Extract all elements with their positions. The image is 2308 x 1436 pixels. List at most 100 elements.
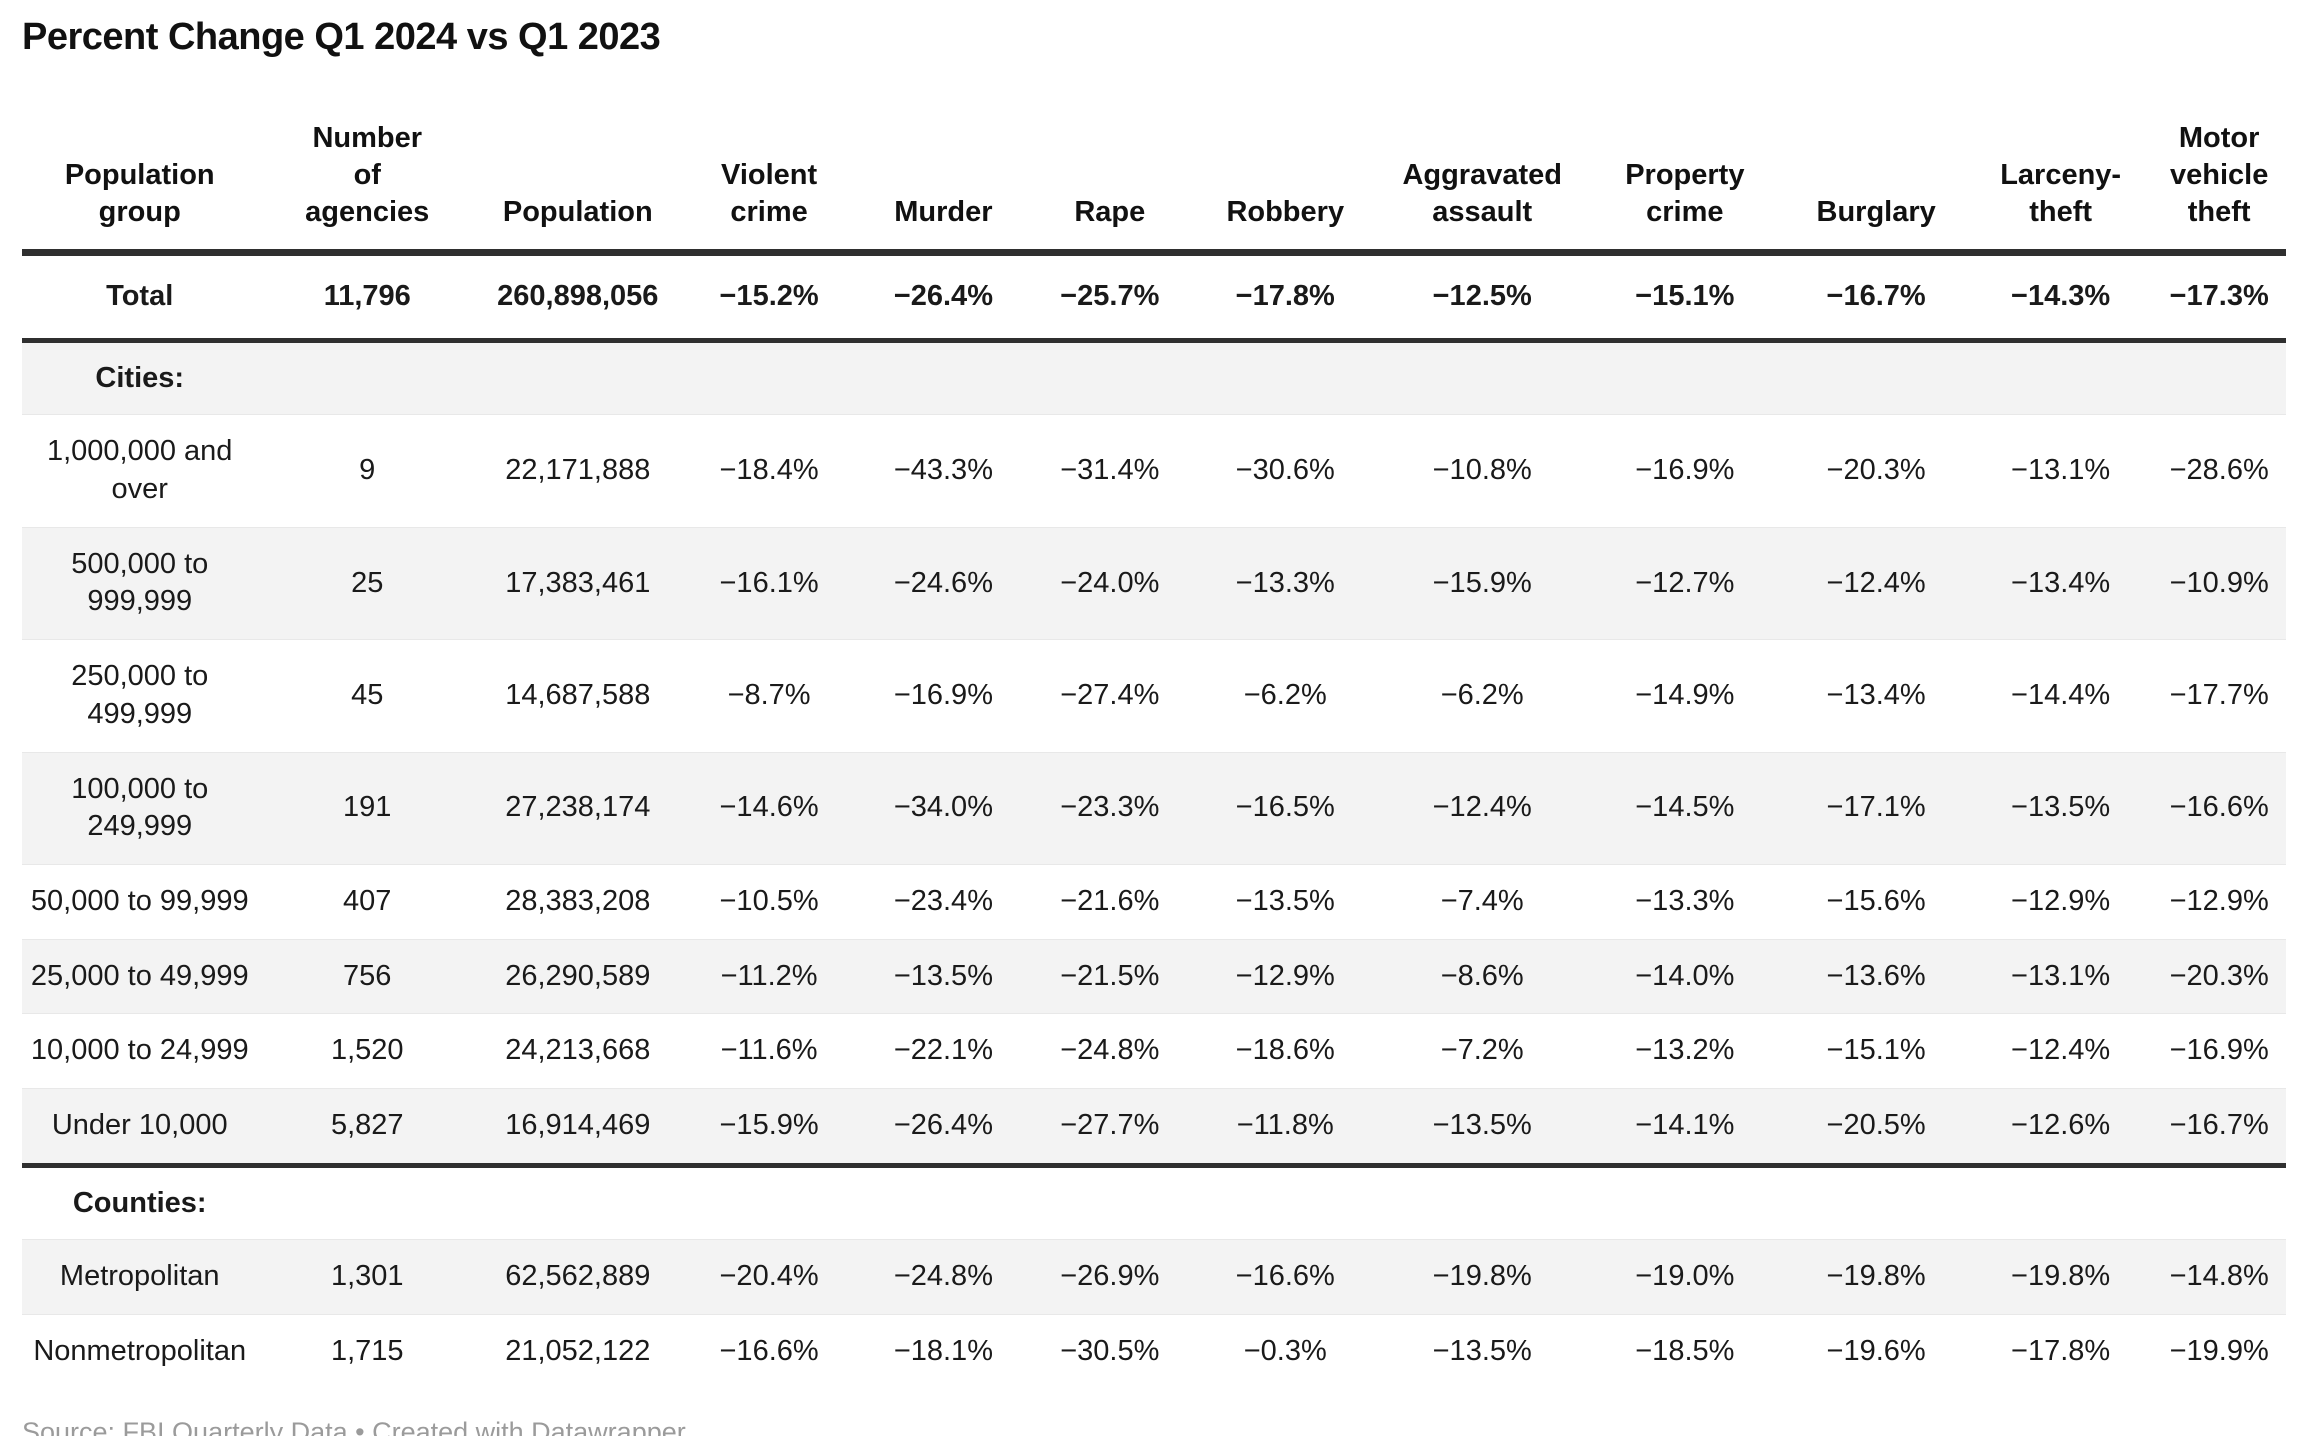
table-cell: 45 [351,678,384,711]
table-cell: −10.5% [719,884,819,917]
column-header: Robbery [1226,195,1345,228]
table-cell: −13.5% [2011,791,2111,824]
table-cell: −11.6% [720,1034,818,1067]
source-note: Source: FBI Quarterly Data • Created wit… [22,1416,686,1436]
table-cell: −16.5% [1235,791,1335,824]
table-cell: −20.3% [2169,959,2269,992]
table-row: Total 11,796 260,898,056 −15.2% −26.4% −25.7%… [22,253,2286,341]
table-cell: 1,715 [330,1335,404,1368]
table-cell: −13.3% [1635,884,1735,917]
row-label: 1,000,000 and over [46,435,233,506]
table-cell: −14.6% [719,791,819,824]
table-cell: 22,171,888 [505,454,651,487]
table-cell: −15.6% [1826,884,1926,917]
table-cell: 14,687,588 [505,678,651,711]
table-row: 500,000 to 999,999 25 17,383,461 −16.1% −24.… [22,527,2286,640]
table-cell: −30.5% [1060,1335,1160,1368]
table-cell: −15.1% [1635,280,1735,313]
table-cell: −17.3% [2169,280,2269,313]
table-cell: −12.6% [2011,1108,2111,1141]
table-cell: 191 [343,791,392,824]
table-row: Under 10,000 5,827 16,914,469 −15.9% −26.4% −… [22,1088,2286,1166]
table-cell: −13.1% [2011,959,2111,992]
table-cell: −19.8% [2011,1260,2111,1293]
table-cell: −24.0% [1060,566,1160,599]
table-row: 50,000 to 99,999 407 28,383,208 −10.5% −23.4… [22,864,2286,940]
table-cell: 16,914,469 [505,1108,651,1141]
table-cell: −26.9% [1060,1260,1160,1293]
table-cell: −8.7% [727,678,811,711]
table-cell: −23.3% [1060,791,1160,824]
table-cell: −30.6% [1235,454,1335,487]
table-cell: −28.6% [2169,454,2269,487]
table-cell: 407 [343,884,392,917]
row-label: 250,000 to 499,999 [71,660,209,730]
table-cell: −15.9% [719,1108,819,1141]
table-cell: −15.9% [1432,566,1532,599]
table-row: 10,000 to 24,999 1,520 24,213,668 −11.6% −22… [22,1014,2286,1089]
table-cell: −14.9% [1635,678,1735,711]
table-cell: −12.5% [1432,280,1532,313]
table-cell: −20.3% [1826,454,1926,487]
table-cell: −16.9% [2169,1034,2269,1067]
table-cell: −16.9% [1635,454,1735,487]
table-cell: −18.1% [893,1335,993,1368]
table-cell: −19.8% [1432,1260,1532,1293]
table-cell: −8.6% [1440,959,1524,992]
table-cell: −24.8% [893,1260,993,1293]
table-cell: 1,520 [330,1034,404,1067]
table-cell: −23.4% [893,884,993,917]
section-spacer [257,340,2286,415]
table-cell: 1,301 [330,1260,404,1293]
table-cell: −14.1% [1635,1108,1735,1141]
table-cell: −34.0% [893,791,993,824]
table-cell: −11.8% [1236,1108,1334,1141]
table-cell: −18.5% [1635,1335,1735,1368]
header-row: Population group Number of agencies Popula… [22,94,2286,253]
table-cell: −18.6% [1235,1034,1335,1067]
table-cell: −27.7% [1060,1108,1160,1141]
table-cell: −26.4% [893,280,993,313]
table-cell: −21.5% [1060,959,1160,992]
table-cell: −7.2% [1440,1034,1524,1067]
table-cell: 260,898,056 [497,280,659,313]
table-cell: −12.7% [1635,566,1735,599]
table-cell: −13.4% [1826,678,1926,711]
table-cell: −17.7% [2169,678,2269,711]
table-cell: −12.4% [2011,1034,2111,1067]
table-row: Metropolitan 1,301 62,562,889 −20.4% −24.8% −… [22,1239,2286,1315]
table-cell: −19.8% [1826,1260,1926,1293]
column-header: Larceny- theft [2000,158,2122,228]
table-cell: −12.9% [1235,959,1335,992]
table-row: 25,000 to 49,999 756 26,290,589 −11.2% −13.5… [22,939,2286,1014]
table-cell: 26,290,589 [505,959,651,992]
row-label: 10,000 to 24,999 [30,1034,249,1067]
row-label: 100,000 to 249,999 [71,772,209,843]
row-label: 50,000 to 99,999 [30,884,249,917]
column-header: Population group [64,158,215,228]
row-label: Under 10,000 [51,1108,228,1141]
column-header: Motor vehicle theft [2169,121,2269,228]
table-cell: −13.6% [1826,959,1926,992]
table-cell: −14.4% [2011,678,2111,711]
table-cell: 25 [351,566,384,599]
table-cell: −16.6% [2169,791,2269,824]
table-row: 1,000,000 and over 9 22,171,888 −18.4% −43.3… [22,415,2286,528]
table-body: Total 11,796 260,898,056 −15.2% −26.4% −25.7%… [22,253,2286,1389]
table-cell: −13.5% [1235,884,1335,917]
table-cell: −12.9% [2169,884,2269,917]
table-cell: −17.8% [2011,1335,2111,1368]
table-cell: −7.4% [1440,884,1524,917]
table-cell: 9 [359,454,376,487]
table-row: 100,000 to 249,999 191 27,238,174 −14.6% −34… [22,752,2286,865]
table-cell: −18.4% [719,454,819,487]
table-cell: −10.8% [1432,454,1532,487]
table-cell: −14.0% [1635,959,1735,992]
column-header: Rape [1074,195,1146,228]
row-label: Metropolitan [59,1260,220,1293]
table-cell: −11.2% [720,959,818,992]
table-cell: 27,238,174 [505,791,651,824]
table-cell: −21.6% [1060,884,1160,917]
table-cell: −24.8% [1060,1034,1160,1067]
